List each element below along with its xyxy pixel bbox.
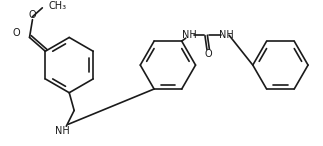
Text: CH₃: CH₃: [48, 1, 67, 11]
Text: O: O: [29, 10, 36, 20]
Text: NH: NH: [55, 126, 70, 136]
Text: O: O: [204, 49, 212, 59]
Text: NH: NH: [219, 30, 234, 40]
Text: NH: NH: [182, 30, 197, 40]
Text: O: O: [13, 27, 20, 38]
